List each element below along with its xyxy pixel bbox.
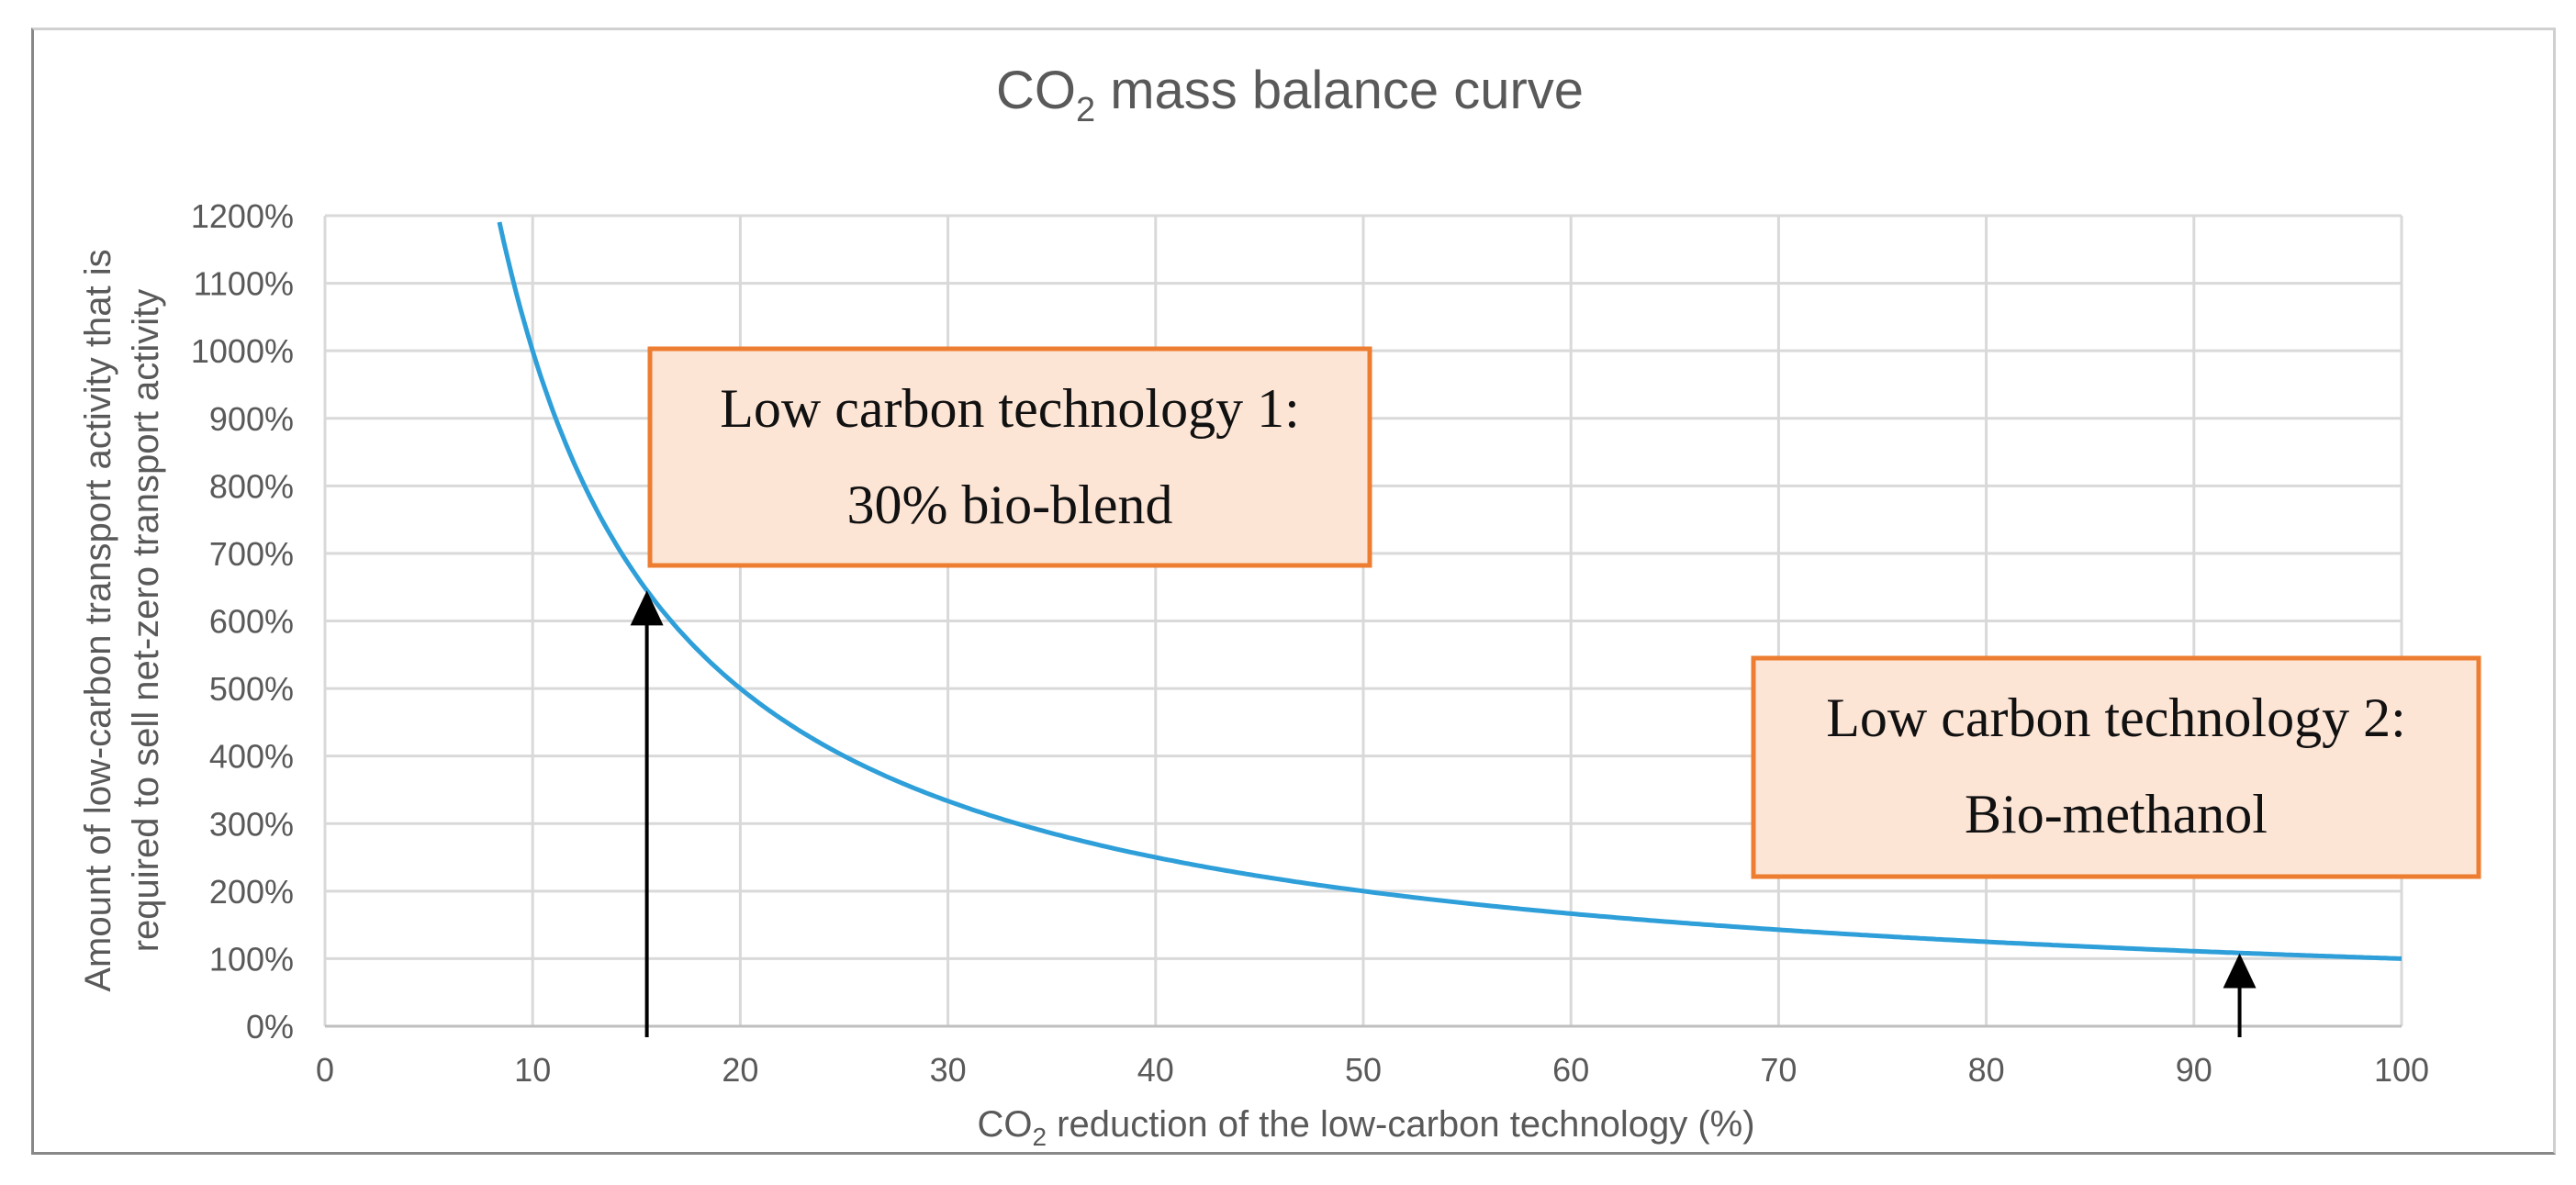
x-tick-label: 70 — [1760, 1051, 1797, 1089]
y-tick-label: 1100% — [194, 265, 294, 303]
x-tick-label: 30 — [930, 1051, 967, 1089]
x-tick-label: 100 — [2374, 1051, 2429, 1089]
y-tick-label: 700% — [209, 535, 294, 573]
y-axis-label: Amount of low-carbon transport activity … — [78, 249, 166, 991]
y-axis-label-line: Amount of low-carbon transport activity … — [78, 249, 118, 991]
x-tick-label: 90 — [2176, 1051, 2212, 1089]
x-tick-label: 20 — [722, 1051, 758, 1089]
x-tick-label: 10 — [514, 1051, 551, 1089]
series-line — [497, 221, 2402, 961]
annotation-box — [647, 346, 1372, 568]
y-tick-label: 800% — [209, 467, 294, 505]
y-tick-label: 200% — [209, 873, 294, 911]
annotation-text: 30% bio-blend — [847, 475, 1173, 535]
y-tick-label: 0% — [246, 1008, 294, 1045]
y-tick-label: 900% — [209, 400, 294, 438]
x-axis-label: CO2 reduction of the low-carbon technolo… — [977, 1104, 1754, 1151]
annotation-box — [1751, 655, 2481, 879]
x-tick-label: 40 — [1137, 1051, 1174, 1089]
annotation-arrow-head — [2223, 953, 2257, 989]
y-tick-label: 1000% — [191, 332, 294, 370]
x-tick-label: 60 — [1552, 1051, 1589, 1089]
y-tick-label: 300% — [209, 805, 294, 843]
y-axis-label-line: required to sell net-zero transport acti… — [126, 289, 166, 953]
y-tick-label: 100% — [209, 940, 294, 978]
y-tick-label: 500% — [209, 670, 294, 708]
annotation-text: Bio-methanol — [1965, 784, 2268, 844]
x-tick-label: 50 — [1345, 1051, 1382, 1089]
chart-title: CO2 mass balance curve — [996, 61, 1584, 129]
x-tick-label: 0 — [316, 1051, 334, 1089]
annotation-text: Low carbon technology 2: — [1826, 688, 2406, 748]
x-tick-label: 80 — [1968, 1051, 2005, 1089]
y-tick-label: 1200% — [191, 197, 294, 235]
annotation-arrow-head — [630, 590, 664, 626]
y-tick-label: 400% — [209, 738, 294, 776]
annotation-text: Low carbon technology 1: — [720, 378, 1300, 439]
y-tick-label: 600% — [209, 603, 294, 641]
